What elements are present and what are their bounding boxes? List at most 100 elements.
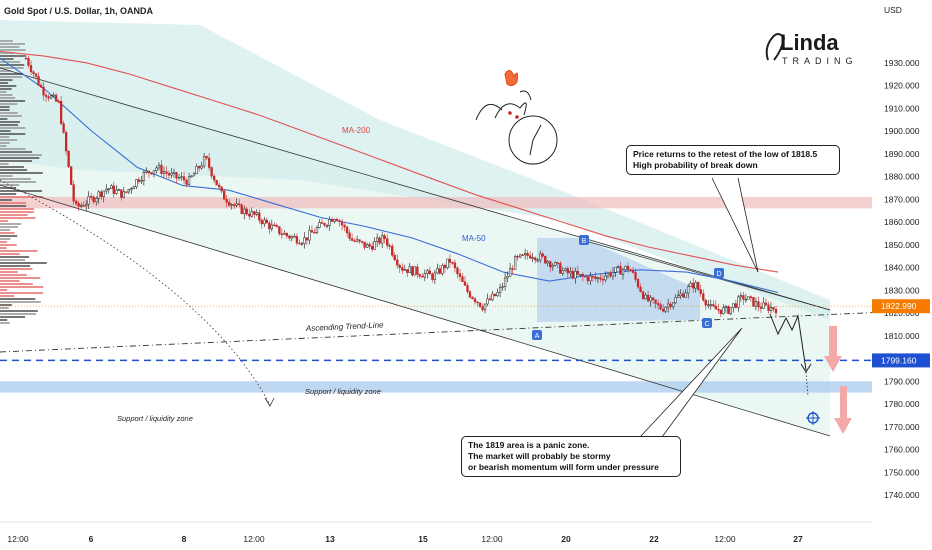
candle-body xyxy=(263,219,266,225)
candle-body xyxy=(145,170,148,173)
candle-body xyxy=(368,244,371,247)
volume-bar xyxy=(0,106,10,108)
candle-body xyxy=(586,276,590,282)
candle-body xyxy=(408,266,411,273)
candle-body xyxy=(451,262,454,264)
candle-body xyxy=(270,224,273,230)
candle-body xyxy=(754,301,758,307)
candle-body xyxy=(702,293,705,301)
volume-bar xyxy=(0,232,15,234)
volume-bar xyxy=(0,214,28,216)
candle-body xyxy=(24,57,28,60)
candle-body xyxy=(704,299,707,306)
volume-bar xyxy=(0,109,10,111)
candle-body xyxy=(245,208,248,215)
candle-body xyxy=(411,266,414,276)
x-tick-label: 12:00 xyxy=(7,534,29,544)
resistance-zone xyxy=(0,196,872,209)
candle-body xyxy=(581,274,585,277)
candle-body xyxy=(722,307,725,314)
volume-bar xyxy=(0,208,34,210)
candle-body xyxy=(433,272,437,280)
callout-bottom-pointer xyxy=(639,327,743,438)
candle-body xyxy=(416,266,419,275)
candle-body xyxy=(456,267,459,275)
candle-body xyxy=(44,94,48,97)
candle-body xyxy=(428,270,431,275)
candle-body xyxy=(443,265,447,269)
y-tick-label: 1890.000 xyxy=(884,149,920,159)
candle-body xyxy=(328,219,331,226)
candle-body xyxy=(127,188,130,193)
candle-body xyxy=(303,237,306,244)
volume-bar xyxy=(0,133,26,135)
volume-bar xyxy=(0,169,28,171)
candle-body xyxy=(483,303,487,311)
candle-body xyxy=(661,308,665,312)
volume-bar xyxy=(0,139,18,141)
candle-body xyxy=(253,211,256,215)
candle-body xyxy=(589,275,592,282)
candle-body xyxy=(177,177,181,180)
volume-bar xyxy=(0,253,20,255)
volume-bar xyxy=(0,277,41,279)
candle-body xyxy=(441,265,444,274)
candle-body xyxy=(393,255,396,261)
candle-body xyxy=(323,222,326,226)
projection-curve xyxy=(0,179,271,406)
volume-bar xyxy=(0,184,20,186)
candle-body xyxy=(358,239,361,242)
x-tick-label: 20 xyxy=(561,534,571,544)
candle-body xyxy=(762,302,765,309)
volume-bar xyxy=(0,262,47,264)
candle-body xyxy=(769,307,773,311)
volume-bar xyxy=(0,157,40,159)
candle-body xyxy=(609,272,612,277)
volume-bar xyxy=(0,271,18,273)
volume-bar xyxy=(0,322,10,324)
candle-body xyxy=(355,239,359,242)
volume-bar xyxy=(0,235,18,237)
volume-bar xyxy=(0,85,17,87)
callout-bottom-line-3: or bearish momentum will form under pres… xyxy=(468,462,659,472)
candle-body xyxy=(155,167,158,171)
volume-bar xyxy=(0,175,13,177)
candle-body xyxy=(107,188,110,190)
triangle-pattern xyxy=(537,238,700,322)
volume-bar xyxy=(0,202,27,204)
candle-body xyxy=(360,241,364,243)
volume-bar xyxy=(0,49,26,51)
candle-body xyxy=(491,293,494,301)
candle-body xyxy=(396,259,399,266)
time-axis[interactable] xyxy=(0,522,932,550)
candle-body xyxy=(476,301,479,304)
candle-body xyxy=(679,293,682,297)
ma-200-line xyxy=(0,50,779,273)
candle-body xyxy=(496,292,499,297)
candle-body xyxy=(744,298,748,301)
point-marker-a: A xyxy=(532,330,542,340)
volume-bar xyxy=(0,316,26,318)
candle-body xyxy=(318,222,321,228)
target-icon[interactable] xyxy=(806,411,820,425)
candle-body xyxy=(248,213,251,217)
candle-body xyxy=(195,166,198,175)
candle-body xyxy=(170,172,173,176)
candle-body xyxy=(220,186,223,192)
candle-body xyxy=(175,172,178,179)
candle-body xyxy=(611,272,615,277)
volume-bar xyxy=(0,142,10,144)
candle-body xyxy=(225,199,228,203)
channel-upper-line xyxy=(0,67,831,311)
candle-body xyxy=(217,184,221,188)
candle-body xyxy=(596,277,600,279)
volume-bar xyxy=(0,43,25,45)
candle-body xyxy=(471,296,474,299)
candle-body xyxy=(275,225,278,227)
candle-body xyxy=(132,186,136,190)
volume-bar xyxy=(0,229,11,231)
candle-body xyxy=(343,224,346,228)
price-axis[interactable] xyxy=(872,0,932,522)
x-tick-label: 8 xyxy=(182,534,187,544)
